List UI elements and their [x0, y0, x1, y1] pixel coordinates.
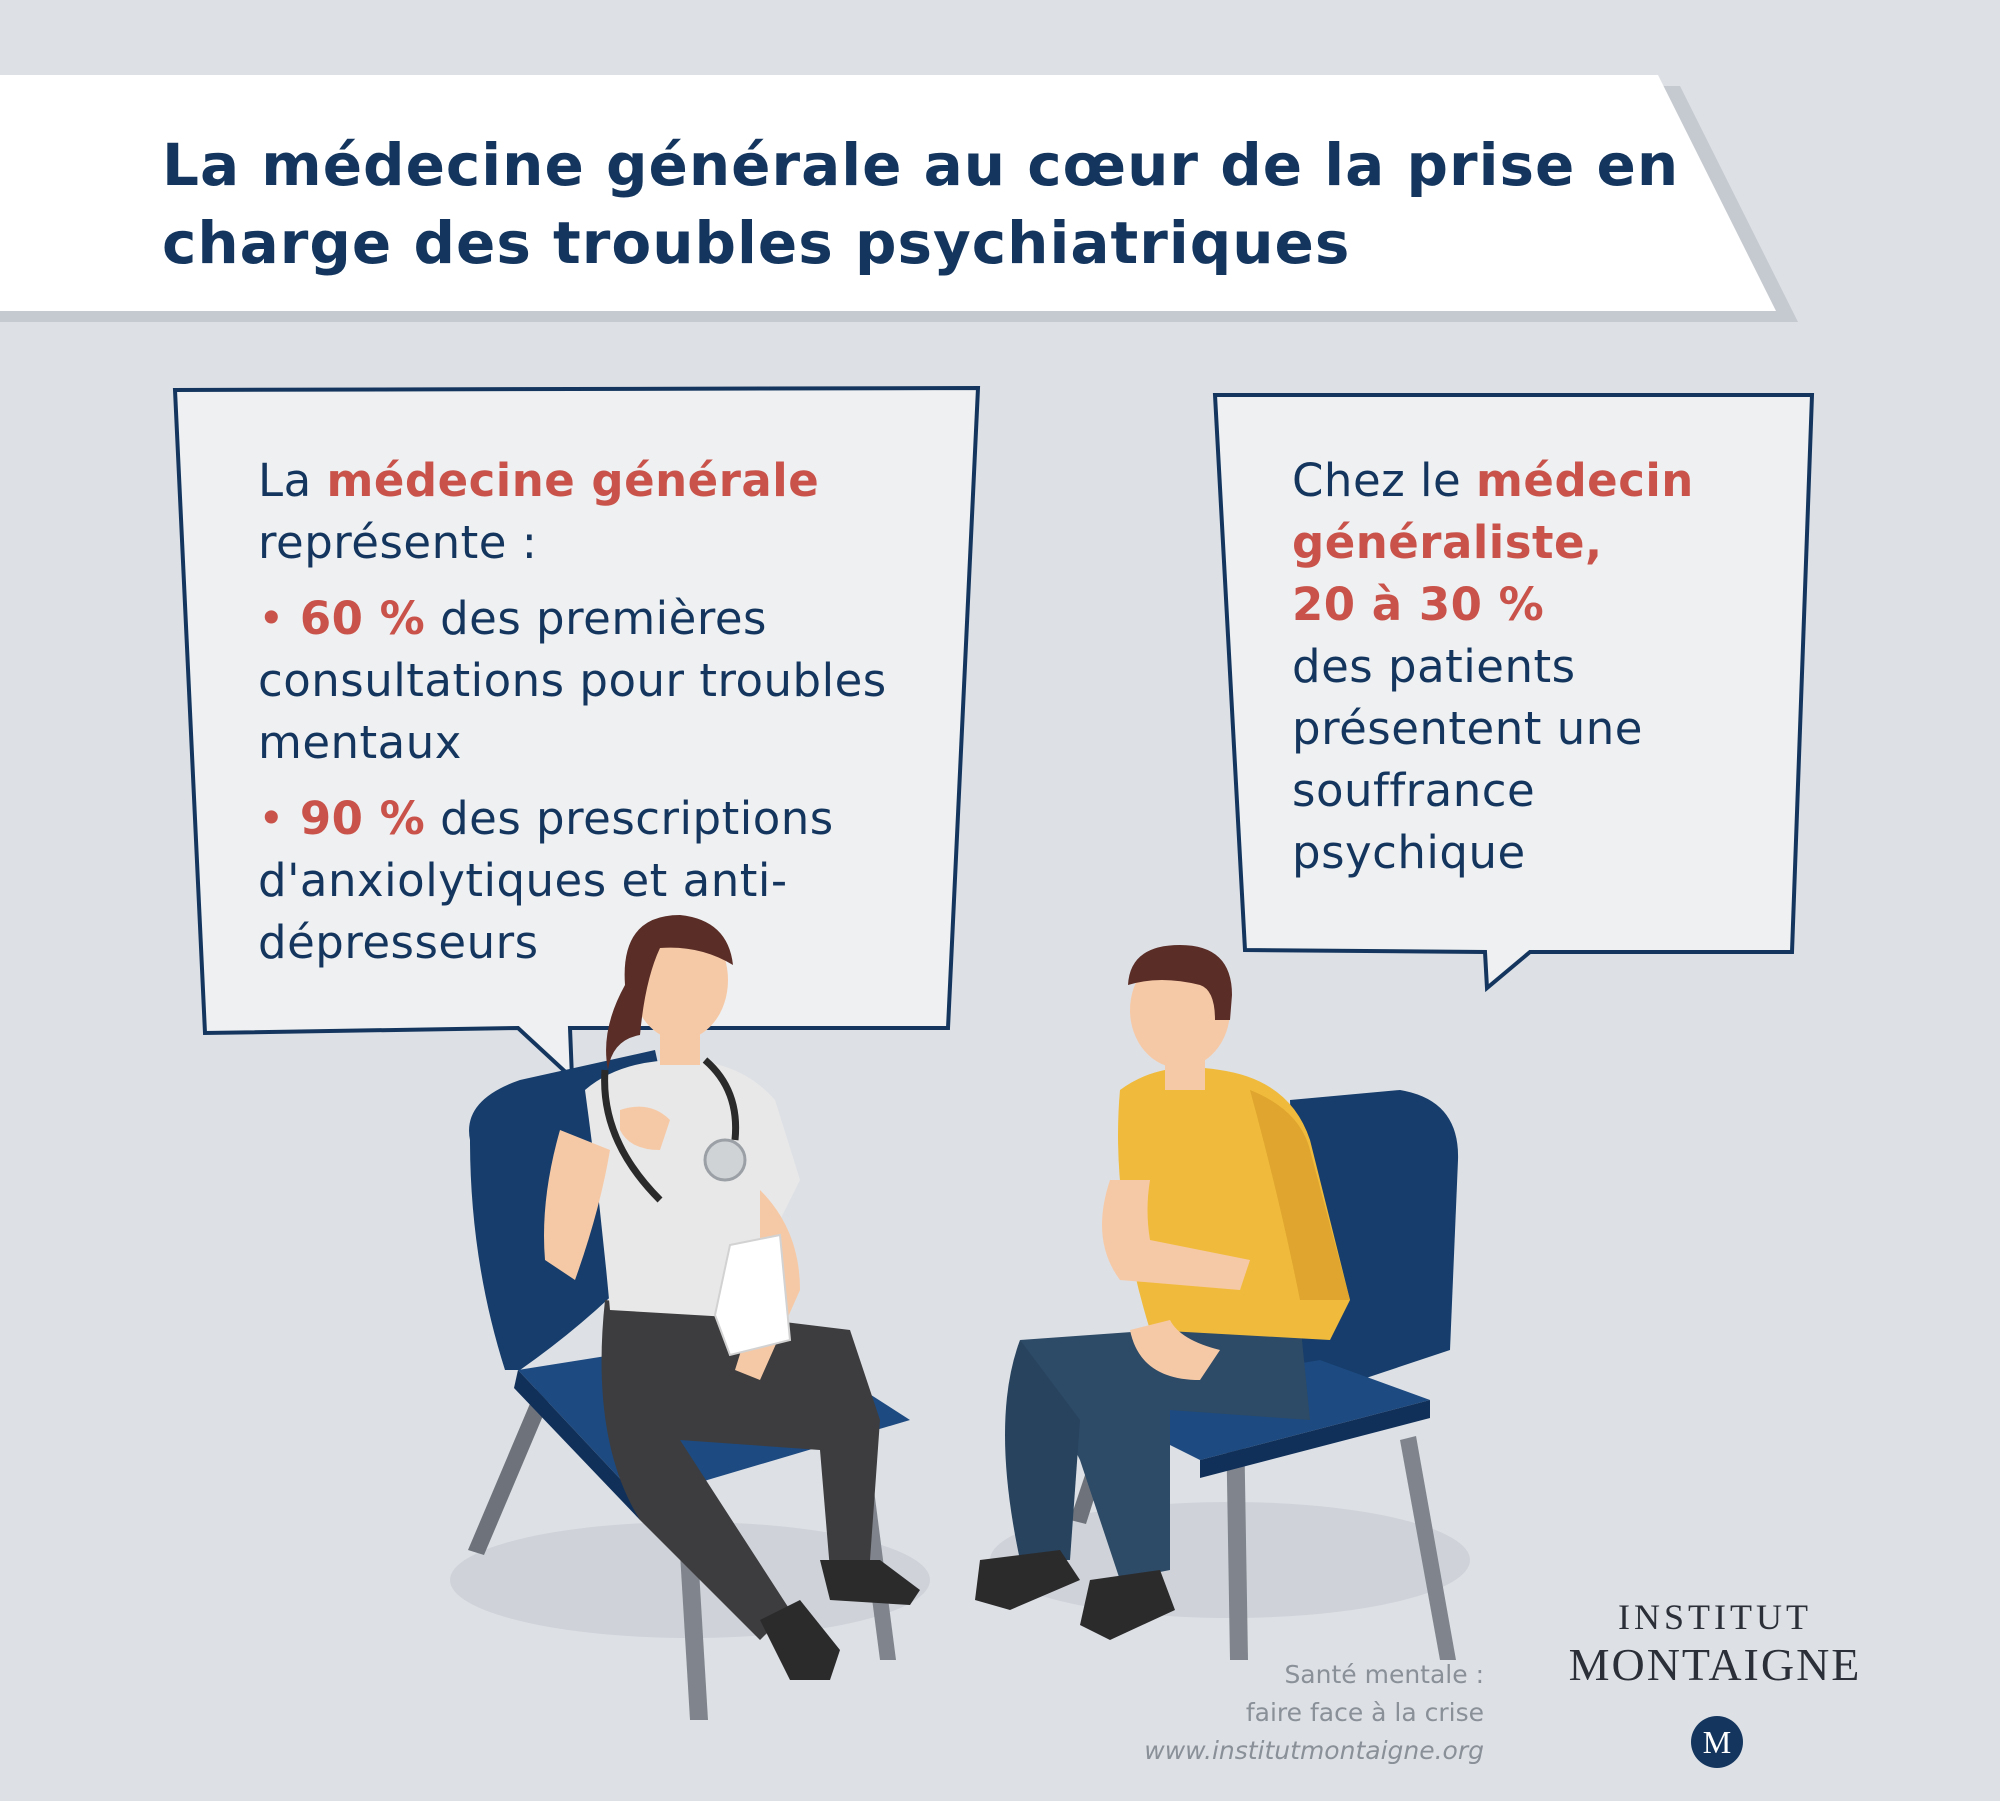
title-banner	[0, 75, 1776, 311]
right-text: des patients présentent une souffrance p…	[1292, 640, 1643, 879]
right-value: 20 à 30 %	[1292, 578, 1545, 631]
logo-monogram	[1691, 1716, 1743, 1768]
credit-url: www.institutmontaigne.org	[1144, 1736, 1484, 1765]
logo-line-1: INSTITUT	[1618, 1597, 1812, 1637]
left-intro-suffix: représente :	[258, 516, 538, 569]
right-prefix: Chez le	[1292, 454, 1477, 507]
patient-figure	[975, 945, 1350, 1640]
right-highlight: médecin généraliste,	[1292, 454, 1694, 569]
logo-line-2: MONTAIGNE	[1568, 1639, 1862, 1690]
bullet-item: • 90 % des prescriptions d'anxiolytiques…	[258, 788, 948, 974]
credit-line-2: faire face à la crise	[1245, 1698, 1484, 1727]
credit-line-1: Santé mentale :	[1284, 1660, 1484, 1689]
bullet-text: des prescriptions d'anxiolytiques et ant…	[258, 792, 834, 969]
page-title: La médecine générale au cœur de la prise…	[162, 131, 1680, 277]
left-intro-highlight: médecine générale	[326, 454, 820, 507]
bullet-value: 60 %	[299, 592, 426, 645]
speech-bubble-left	[172, 385, 981, 1083]
bullet-dot: •	[258, 792, 286, 845]
right-bubble-text: Chez le médecin généraliste, 20 à 30 % d…	[1292, 450, 1722, 884]
left-bubble-text: La médecine générale représente : • 60 %…	[258, 450, 948, 974]
source-credit: Santé mentale : faire face à la crise ww…	[1144, 1656, 1484, 1770]
doctor-figure	[544, 915, 920, 1680]
speech-bubble-right	[1212, 393, 1815, 993]
bullet-value: 90 %	[299, 792, 426, 845]
logo-monogram-letter: M	[1702, 1724, 1732, 1760]
left-intro-prefix: La	[258, 454, 327, 507]
bullet-item: • 60 % des premières consultations pour …	[258, 588, 948, 774]
bullet-dot: •	[258, 592, 286, 645]
bullet-text: des premières consultations pour trouble…	[258, 592, 887, 769]
